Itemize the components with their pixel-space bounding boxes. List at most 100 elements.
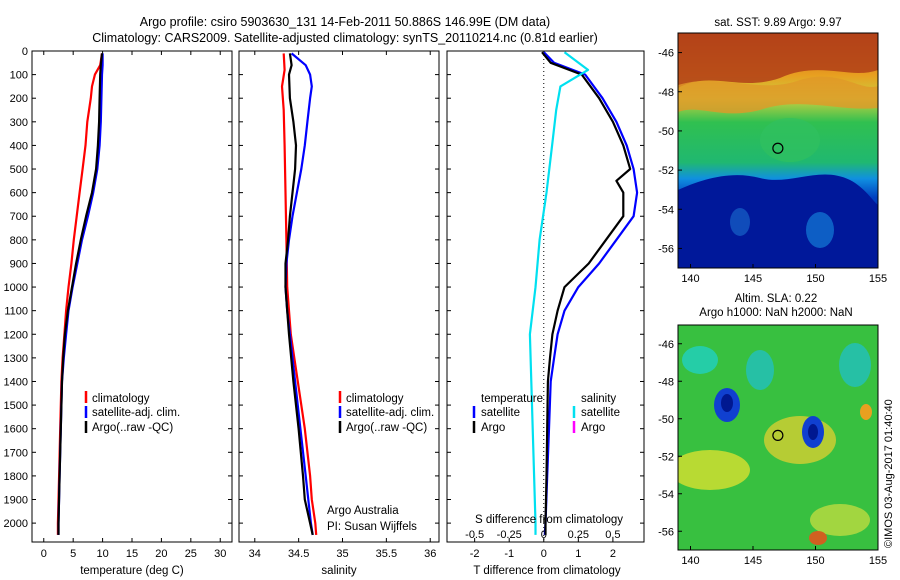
difference-legend: temperature salinity satellite Argo sate… [472,393,620,434]
sla-map-axes: 140 145 150 155 -46 -48 -50 -52 -54 -56 [658,339,887,567]
x-tick-label-salinity: -0.25 [497,529,522,541]
legend-header-temperature: temperature [481,393,543,405]
lon-tick-label: 155 [869,555,887,567]
legend-label-satellite: satellite-adj. clim. [92,407,180,419]
lat-tick-label: -54 [658,204,674,216]
x-tick-label: 34 [249,548,261,560]
depth-tick-label: 700 [10,211,28,223]
title-line-2: Climatology: CARS2009. Satellite-adjuste… [92,31,598,45]
lon-tick-label: 140 [681,273,699,285]
x-tick-label: 30 [214,548,226,560]
x-tick-label-temperature: 2 [610,548,616,560]
lon-tick-label: 155 [869,273,887,285]
salinity-series-layer [280,52,318,536]
depth-tick-label: 200 [10,93,28,105]
sst-map-axes: 140 145 150 155 -46 -48 -50 -52 -54 -56 [658,48,887,285]
depth-tick-label: 1300 [4,353,28,365]
x-tick-label: 34.5 [288,548,309,560]
x-tick-label: 25 [185,548,197,560]
legend-label-satellite: satellite-adj. clim. [346,407,434,419]
salinity-legend: climatology satellite-adj. clim. Argo(..… [338,391,434,434]
x-tick-label: 35.5 [376,548,397,560]
x-tick-label-salinity: -0.5 [465,529,484,541]
sst-orange-band [678,76,878,114]
depth-tick-label: 1400 [4,376,28,388]
legend-label-argo: Argo(..raw -QC) [346,422,427,434]
lon-tick-label: 140 [681,555,699,567]
depth-tick-label: 900 [10,258,28,270]
sst-cyan-patch [730,208,750,236]
temperature-x-axis: 0 5 10 15 20 25 30 [41,51,226,560]
depth-tick-label: 1900 [4,495,28,507]
difference-panel-frame [446,50,645,543]
legend-label-argo: Argo(..raw -QC) [92,422,173,434]
sla-cyan-patch [839,343,871,387]
lat-tick-label: -56 [658,243,674,255]
depth-tick-label: 2000 [4,518,28,530]
depth-tick-label: 1000 [4,282,28,294]
x-tick-label: 5 [70,548,76,560]
depth-tick-label: 1200 [4,329,28,341]
x-tick-label-temperature: -1 [504,548,514,560]
x-tick-label: 10 [96,548,108,560]
lon-tick-label: 150 [806,273,824,285]
argo-australia-note: Argo Australia [327,505,399,517]
depth-tick-label: 800 [10,235,28,247]
depth-tick-label: 1600 [4,424,28,436]
legend-label-temp-argo: Argo [481,422,505,434]
legend-label-climatology: climatology [346,393,404,405]
lat-tick-label: -48 [658,376,674,388]
series-line-climatology [280,53,318,535]
pi-name-note: PI: Susan Wijffels [327,521,417,533]
series-line-temperature-argo [541,51,632,535]
temperature-xlabel: temperature (deg C) [80,565,184,577]
series-line-argo-raw-qc [57,53,104,535]
salinity-panel-frame [238,50,440,543]
series-line-satellite-adj-clim [57,53,104,535]
sla-low-eddy-core [808,424,818,440]
x-tick-label: 0 [41,548,47,560]
x-tick-label-salinity: 0.5 [605,529,620,541]
lat-tick-label: -46 [658,339,674,351]
lat-tick-label: -48 [658,87,674,99]
lon-tick-label: 150 [806,555,824,567]
series-line-temperature-satellite [543,51,639,535]
sst-map-title: sat. SST: 9.89 Argo: 9.97 [714,17,841,29]
lat-tick-label: -54 [658,489,674,501]
sla-high-spot [809,531,827,545]
imos-stamp: ©IMOS 03-Aug-2017 01:40:40 [883,399,895,548]
x-tick-label: 15 [126,548,138,560]
difference-xlabel-top: S difference from climatology [475,514,623,526]
depth-tick-label: 1100 [4,306,28,318]
depth-tick-label: 500 [10,164,28,176]
sla-yellow-patch [810,504,870,536]
legend-label-sal-satellite: satellite [581,407,620,419]
depth-tick-label: 1700 [4,447,28,459]
salinity-xlabel: salinity [321,565,356,577]
temperature-panel-frame [31,50,233,543]
argo-float-marker [772,142,784,154]
depth-tick-label: 1800 [4,471,28,483]
legend-header-salinity: salinity [581,393,616,405]
difference-series-layer [528,51,639,535]
depth-tick-label: 0 [22,46,28,58]
x-tick-label-salinity: 0.25 [568,529,589,541]
sst-cold-water [678,174,878,268]
salinity-x-axis: 34 34.5 35 35.5 36 [249,51,436,560]
temperature-legend: climatology satellite-adj. clim. Argo(..… [84,391,180,434]
sst-map-frame [677,32,879,269]
depth-tick-label: 1500 [4,400,28,412]
x-tick-label-temperature: -2 [470,548,480,560]
x-tick-label-temperature: 0 [541,548,547,560]
sla-high-spot [860,404,872,420]
title-line-1: Argo profile: csiro 5903630_131 14-Feb-2… [140,15,550,29]
sst-green-eddy [760,118,820,162]
sla-map-title-line-2: Argo h1000: NaN h2000: NaN [699,307,852,319]
sla-cyan-patch [746,350,774,390]
sla-low-eddy-core [721,394,733,412]
sla-cyan-patch [682,346,718,374]
depth-tick-label: 600 [10,188,28,200]
lon-tick-label: 145 [744,273,762,285]
sst-cyan-patch [806,212,834,248]
